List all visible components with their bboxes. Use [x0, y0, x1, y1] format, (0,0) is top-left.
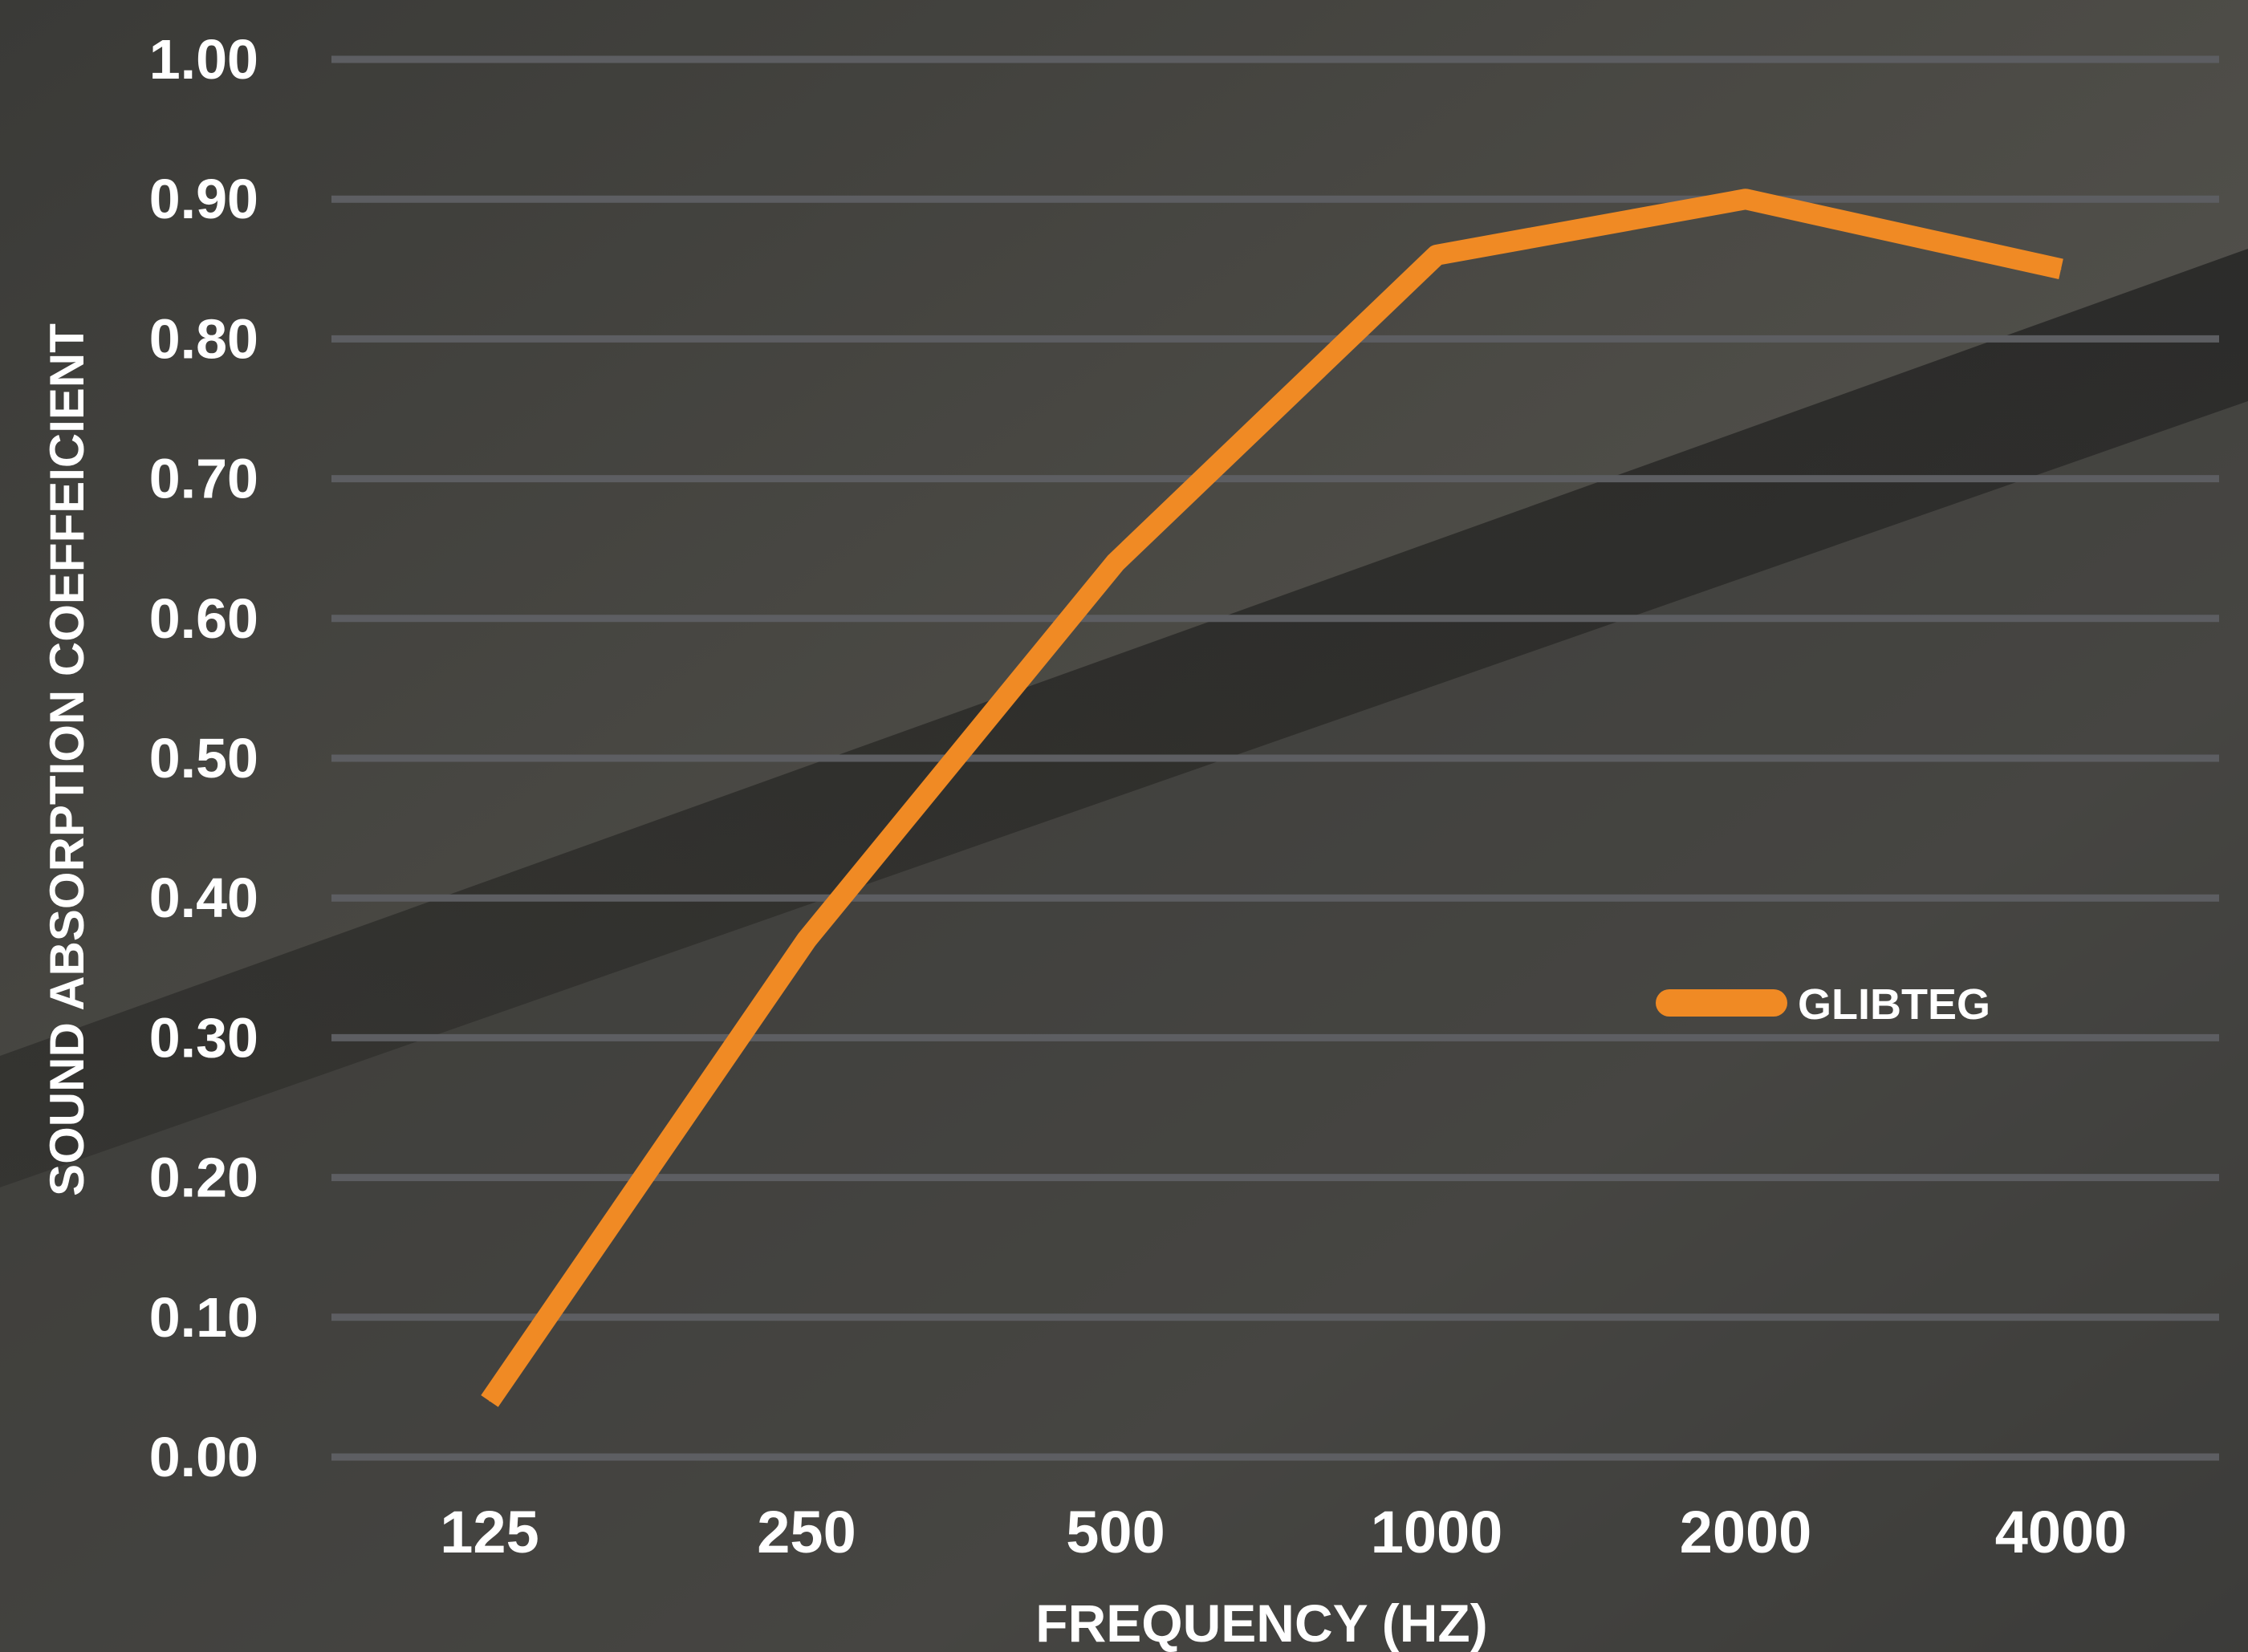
y-tick-label: 0.40 [149, 867, 258, 929]
x-tick-label: 250 [757, 1499, 856, 1565]
y-tick-label: 0.00 [149, 1426, 258, 1488]
y-tick-label: 0.30 [149, 1006, 258, 1069]
x-tick-label: 1000 [1371, 1499, 1503, 1565]
y-tick-label: 0.20 [149, 1147, 258, 1209]
x-tick-labels: 125 250 500 1000 2000 4000 [440, 1499, 2127, 1565]
background-diagonal-band [0, 249, 2248, 1187]
y-axis-title: SOUND ABSORPTION COEFFEICIENT [40, 323, 94, 1196]
x-tick-label: 125 [440, 1499, 539, 1565]
y-tick-label: 0.60 [149, 587, 258, 650]
legend-label-glibteg: GLIBTEG [1798, 980, 1990, 1029]
y-tick-label: 0.90 [149, 168, 258, 230]
background-lower-region [0, 401, 2248, 1652]
y-tick-label: 0.80 [149, 307, 258, 370]
x-tick-label: 4000 [1995, 1499, 2128, 1565]
y-tick-label: 0.10 [149, 1286, 258, 1349]
y-tick-labels: 0.00 0.10 0.20 0.30 0.40 0.50 0.60 0.70 0.80 0.90… [149, 28, 258, 1488]
data-point [2060, 268, 2062, 270]
x-tick-label: 500 [1066, 1499, 1165, 1565]
x-axis-title: FREQUENCY (HZ) [1035, 1593, 1487, 1652]
y-tick-label: 0.70 [149, 448, 258, 510]
gridlines [331, 55, 2219, 1461]
x-tick-label: 2000 [1680, 1499, 1812, 1565]
series-lines [481, 189, 2063, 1407]
legend: GLIBTEG [1656, 980, 1990, 1029]
series-line-glibteg [481, 189, 2063, 1407]
y-tick-label: 0.50 [149, 727, 258, 789]
y-tick-label: 1.00 [149, 28, 258, 91]
